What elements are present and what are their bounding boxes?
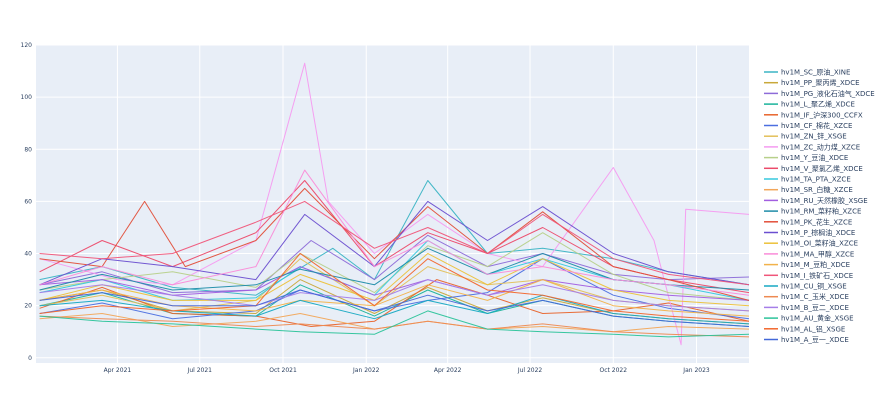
legend-item[interactable]: hv1M_B_豆二_XDCE <box>764 304 849 312</box>
legend-label: hv1M_C_玉米_XDCE <box>781 292 849 301</box>
legend-item[interactable]: hv1M_Y_豆油_XDCE <box>764 153 848 162</box>
legend-item[interactable]: hv1M_RU_天然橡胶_XSGE <box>764 196 868 205</box>
legend-item[interactable]: hv1M_CU_铜_XSGE <box>764 282 847 291</box>
legend-item[interactable]: hv1M_P_棕榈油_XDCE <box>764 228 855 237</box>
legend-label: hv1M_ZN_锌_XSGE <box>781 132 847 141</box>
legend-item[interactable]: hv1M_MA_甲醇_XZCE <box>764 249 854 258</box>
series-line-14 <box>39 187 750 301</box>
series-line-16 <box>39 253 750 307</box>
y-axis-ticks: 0 20 40 60 80 100 120 <box>21 42 33 362</box>
legend-item[interactable]: hv1M_A_豆一_XDCE <box>764 336 849 344</box>
legend-label: hv1M_L_聚乙烯_XDCE <box>781 100 855 109</box>
x-axis-ticks: Apr 2021 Jul 2021 Oct 2021 Jan 2022 Apr 2022… <box>104 367 710 374</box>
legend-item[interactable]: hv1M_SC_原油_XINE <box>764 68 850 77</box>
series-line-22 <box>39 279 750 312</box>
legend-label: hv1M_B_豆二_XDCE <box>781 304 849 312</box>
x-tick-label: Apr 2021 <box>104 367 132 374</box>
legend-label: hv1M_CF_棉花_XZCE <box>781 121 852 130</box>
series-lines <box>39 62 750 346</box>
y-tick-label: 20 <box>24 303 32 310</box>
y-tick-label: 0 <box>28 355 32 362</box>
y-tick-label: 80 <box>24 146 32 153</box>
legend-label: hv1M_MA_甲醇_XZCE <box>781 249 854 258</box>
y-tick-label: 120 <box>21 42 33 49</box>
y-tick-label: 100 <box>21 94 33 101</box>
legend-item[interactable]: hv1M_OI_菜籽油_XZCE <box>764 239 858 248</box>
series-line-12 <box>39 266 750 301</box>
legend-label: hv1M_TA_PTA_XZCE <box>781 176 851 184</box>
legend-label: hv1M_SR_白糖_XZCE <box>781 185 853 194</box>
series-line-15 <box>39 200 750 286</box>
legend-item[interactable]: hv1M_AU_黄金_XSGE <box>764 314 854 323</box>
series-line-24 <box>39 253 750 322</box>
legend-item[interactable]: hv1M_TA_PTA_XZCE <box>764 176 851 184</box>
legend-label: hv1M_RU_天然橡胶_XSGE <box>781 196 868 205</box>
legend-item[interactable]: hv1M_C_玉米_XDCE <box>764 292 849 301</box>
legend-item[interactable]: hv1M_ZC_动力煤_XZCE <box>764 142 860 151</box>
legend-label: hv1M_SC_原油_XINE <box>781 68 850 77</box>
x-tick-label: Apr 2022 <box>434 367 462 374</box>
series-line-19 <box>39 200 750 286</box>
legend-label: hv1M_PG_液化石油气_XDCE <box>781 89 875 98</box>
series-line-2 <box>39 234 750 294</box>
legend-item[interactable]: hv1M_M_豆粕_XDCE <box>764 260 850 269</box>
legend-label: hv1M_PP_聚丙烯_XDCE <box>781 78 860 87</box>
legend-item[interactable]: hv1M_IF_沪深300_CCFX <box>764 110 863 119</box>
legend-label: hv1M_I_铁矿石_XDCE <box>781 271 853 280</box>
legend-item[interactable]: hv1M_L_聚乙烯_XDCE <box>764 100 855 109</box>
legend-label: hv1M_OI_菜籽油_XZCE <box>781 239 858 248</box>
legend-item[interactable]: hv1M_CF_棉花_XZCE <box>764 121 852 130</box>
y-tick-label: 60 <box>24 198 32 205</box>
legend-label: hv1M_Y_豆油_XDCE <box>781 153 848 162</box>
x-tick-label: Jul 2022 <box>517 367 543 374</box>
legend-item[interactable]: hv1M_RM_菜籽粕_XZCE <box>764 207 861 216</box>
legend-label: hv1M_AU_黄金_XSGE <box>781 314 854 323</box>
legend-item[interactable]: hv1M_PG_液化石油气_XDCE <box>764 89 875 98</box>
legend-label: hv1M_PK_花生_XZCE <box>781 217 852 226</box>
series-line-7 <box>39 62 750 346</box>
legend-item[interactable]: hv1M_PP_聚丙烯_XDCE <box>764 78 860 87</box>
x-tick-label: Oct 2021 <box>269 367 297 374</box>
legend-item[interactable]: hv1M_I_铁矿石_XDCE <box>764 271 853 280</box>
legend-label: hv1M_CU_铜_XSGE <box>781 282 847 291</box>
legend-item[interactable]: hv1M_V_聚氯乙烯_XDCE <box>764 164 863 173</box>
x-tick-label: Jul 2021 <box>187 367 213 374</box>
legend-item[interactable]: hv1M_ZN_锌_XSGE <box>764 132 847 141</box>
series-line-23 <box>39 310 750 338</box>
legend-item[interactable]: hv1M_PK_花生_XZCE <box>764 217 852 226</box>
x-tick-label: Jan 2022 <box>352 367 380 374</box>
legend-item[interactable]: hv1M_AL_铝_XSGE <box>764 324 845 333</box>
x-tick-label: Oct 2022 <box>599 367 627 374</box>
series-line-17 <box>39 169 750 296</box>
series-line-5 <box>39 258 750 320</box>
legend-label: hv1M_V_聚氯乙烯_XDCE <box>781 164 863 173</box>
legend-label: hv1M_RM_菜籽粕_XZCE <box>781 207 861 216</box>
series-line-20 <box>39 294 750 325</box>
series-line-25 <box>39 289 750 327</box>
series-line-21 <box>39 315 750 338</box>
x-tick-label: Jan 2023 <box>682 367 710 374</box>
legend-item[interactable]: hv1M_SR_白糖_XZCE <box>764 185 853 194</box>
y-tick-label: 40 <box>24 251 32 258</box>
legend-label: hv1M_IF_沪深300_CCFX <box>781 110 863 119</box>
legend-label: hv1M_M_豆粕_XDCE <box>781 260 850 269</box>
legend-label: hv1M_ZC_动力煤_XZCE <box>781 142 860 151</box>
legend-label: hv1M_A_豆一_XDCE <box>781 336 849 344</box>
legend-label: hv1M_P_棕榈油_XDCE <box>781 228 855 237</box>
legend-label: hv1M_AL_铝_XSGE <box>781 324 845 333</box>
series-line-8 <box>39 232 750 301</box>
